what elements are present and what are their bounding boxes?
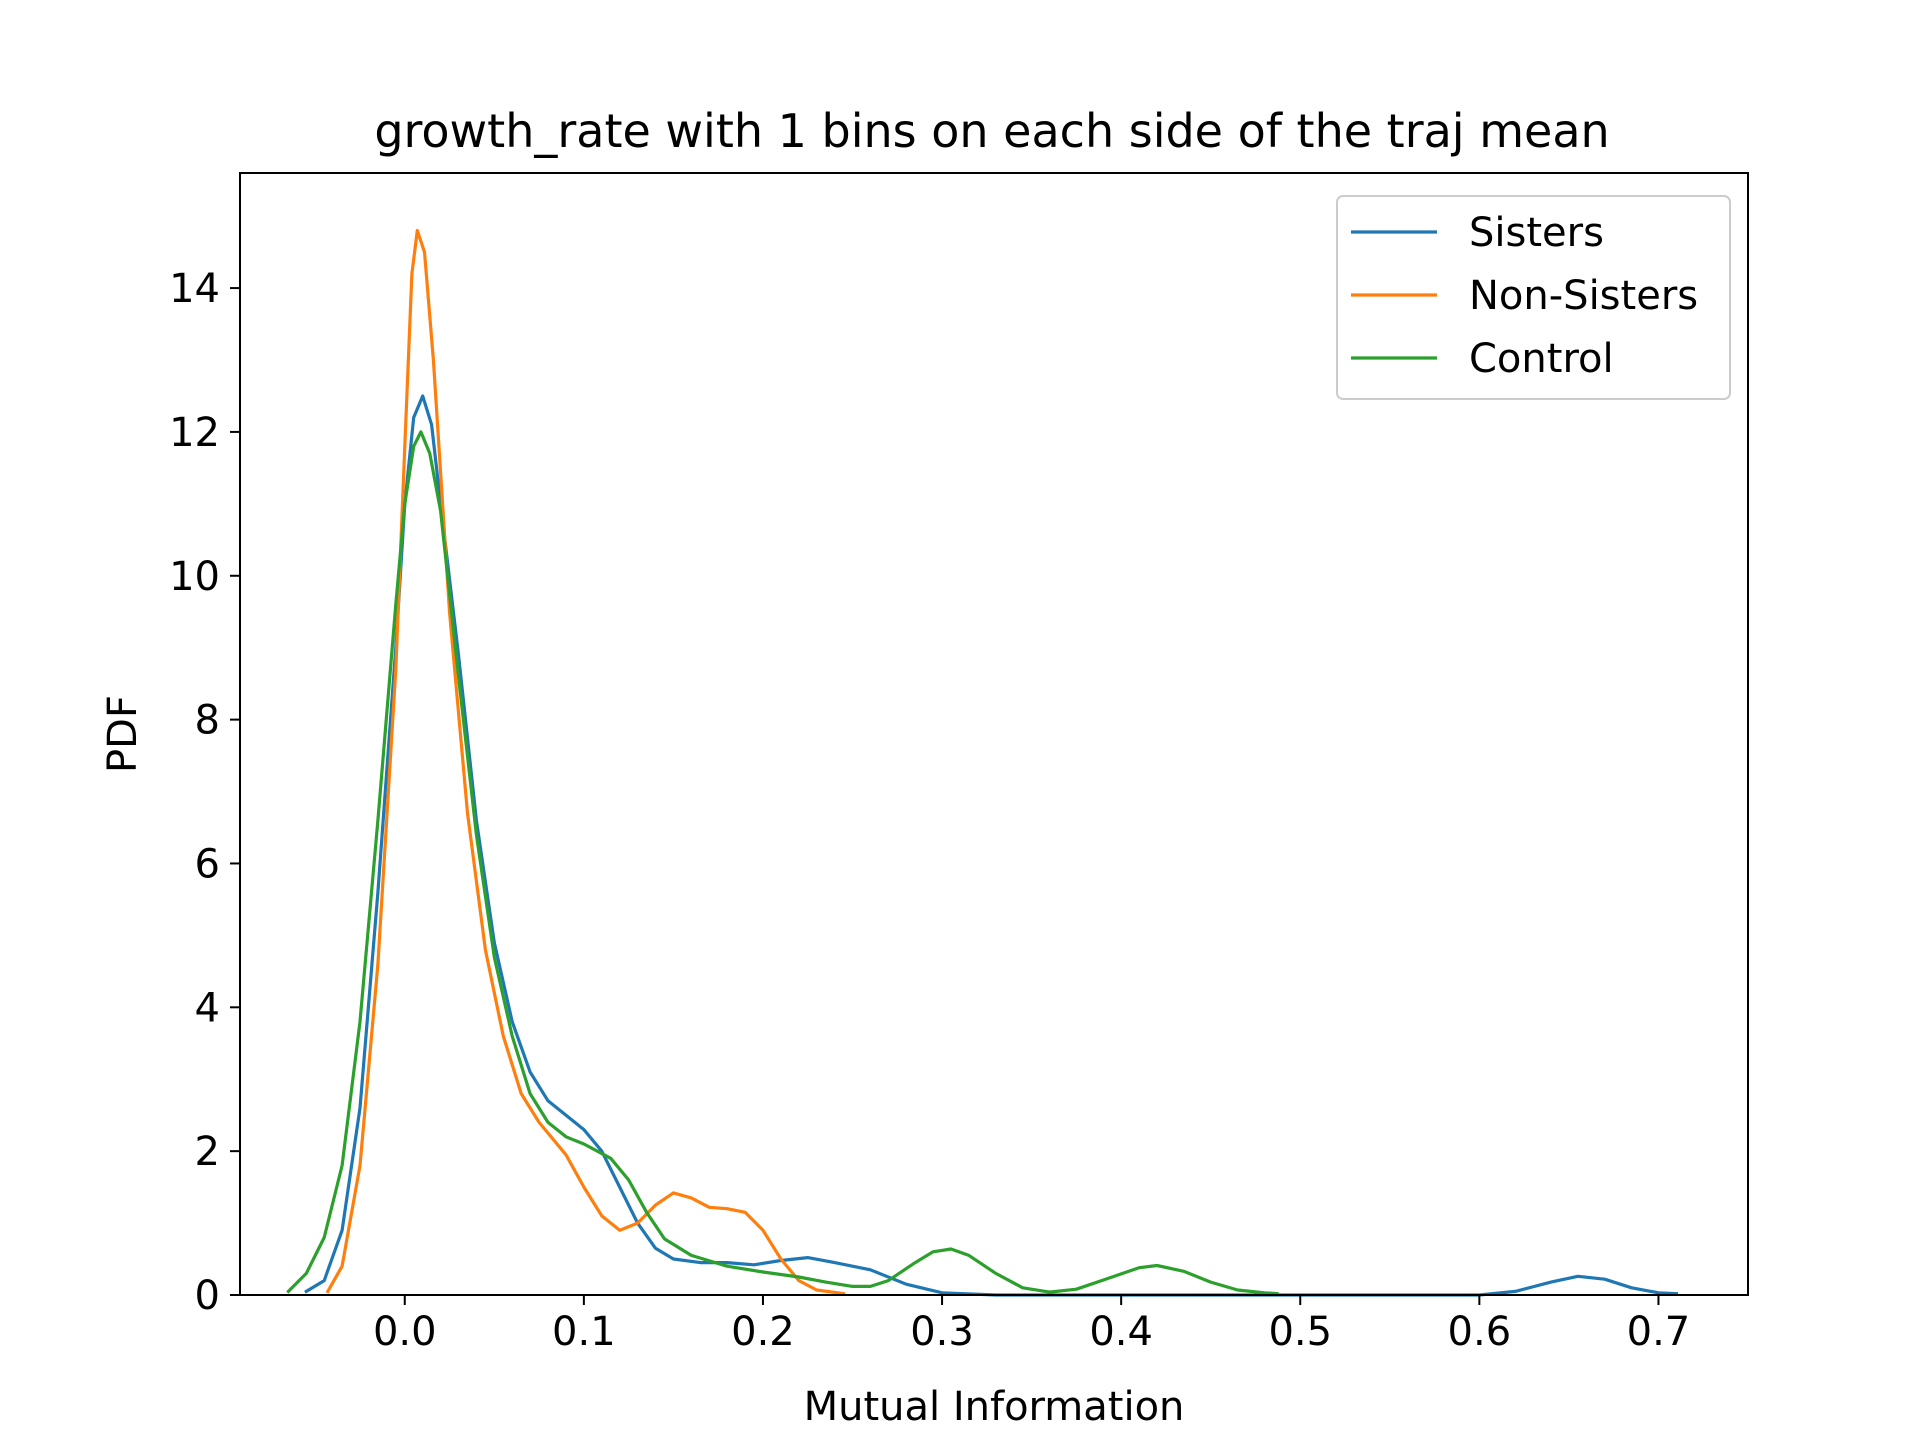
y-tick-label: 2: [195, 1129, 220, 1175]
x-axis: 0.0 0.1 0.2 0.3 0.4 0.5 0.6 0.7: [373, 1295, 1690, 1355]
series-line-control: [286, 430, 1279, 1296]
legend-items: Sisters Non-Sisters Control: [1351, 210, 1698, 382]
y-tick-label: 14: [169, 266, 220, 312]
chart-title: growth_rate with 1 bins on each side of …: [374, 104, 1609, 158]
legend-label: Non-Sisters: [1469, 273, 1698, 319]
x-tick-label: 0.0: [373, 1309, 437, 1355]
y-tick-label: 10: [169, 554, 220, 600]
x-tick-label: 0.1: [552, 1309, 616, 1355]
y-tick-label: 4: [195, 985, 220, 1031]
x-tick-label: 0.4: [1089, 1309, 1153, 1355]
series-line-sisters: [304, 394, 1679, 1297]
x-tick-label: 0.2: [731, 1309, 795, 1355]
x-axis-label: Mutual Information: [804, 1384, 1185, 1430]
y-tick-label: 0: [195, 1273, 220, 1319]
y-tick-label: 6: [195, 841, 220, 887]
y-axis: 0 2 4 6 8 10 12 14: [169, 266, 240, 1319]
legend-label: Sisters: [1469, 210, 1604, 256]
legend-label: Control: [1469, 336, 1614, 382]
y-tick-label: 12: [169, 410, 220, 456]
x-tick-label: 0.6: [1448, 1309, 1512, 1355]
x-tick-label: 0.5: [1268, 1309, 1332, 1355]
x-tick-label: 0.3: [910, 1309, 974, 1355]
x-tick-label: 0.7: [1627, 1309, 1691, 1355]
plot-area-frame: [239, 172, 1749, 1296]
legend-box: [1336, 195, 1731, 400]
series-line-non-sisters: [325, 228, 846, 1296]
legend: Sisters Non-Sisters Control: [1336, 195, 1731, 400]
y-axis-label: PDF: [100, 695, 146, 773]
y-tick-label: 8: [195, 698, 220, 744]
